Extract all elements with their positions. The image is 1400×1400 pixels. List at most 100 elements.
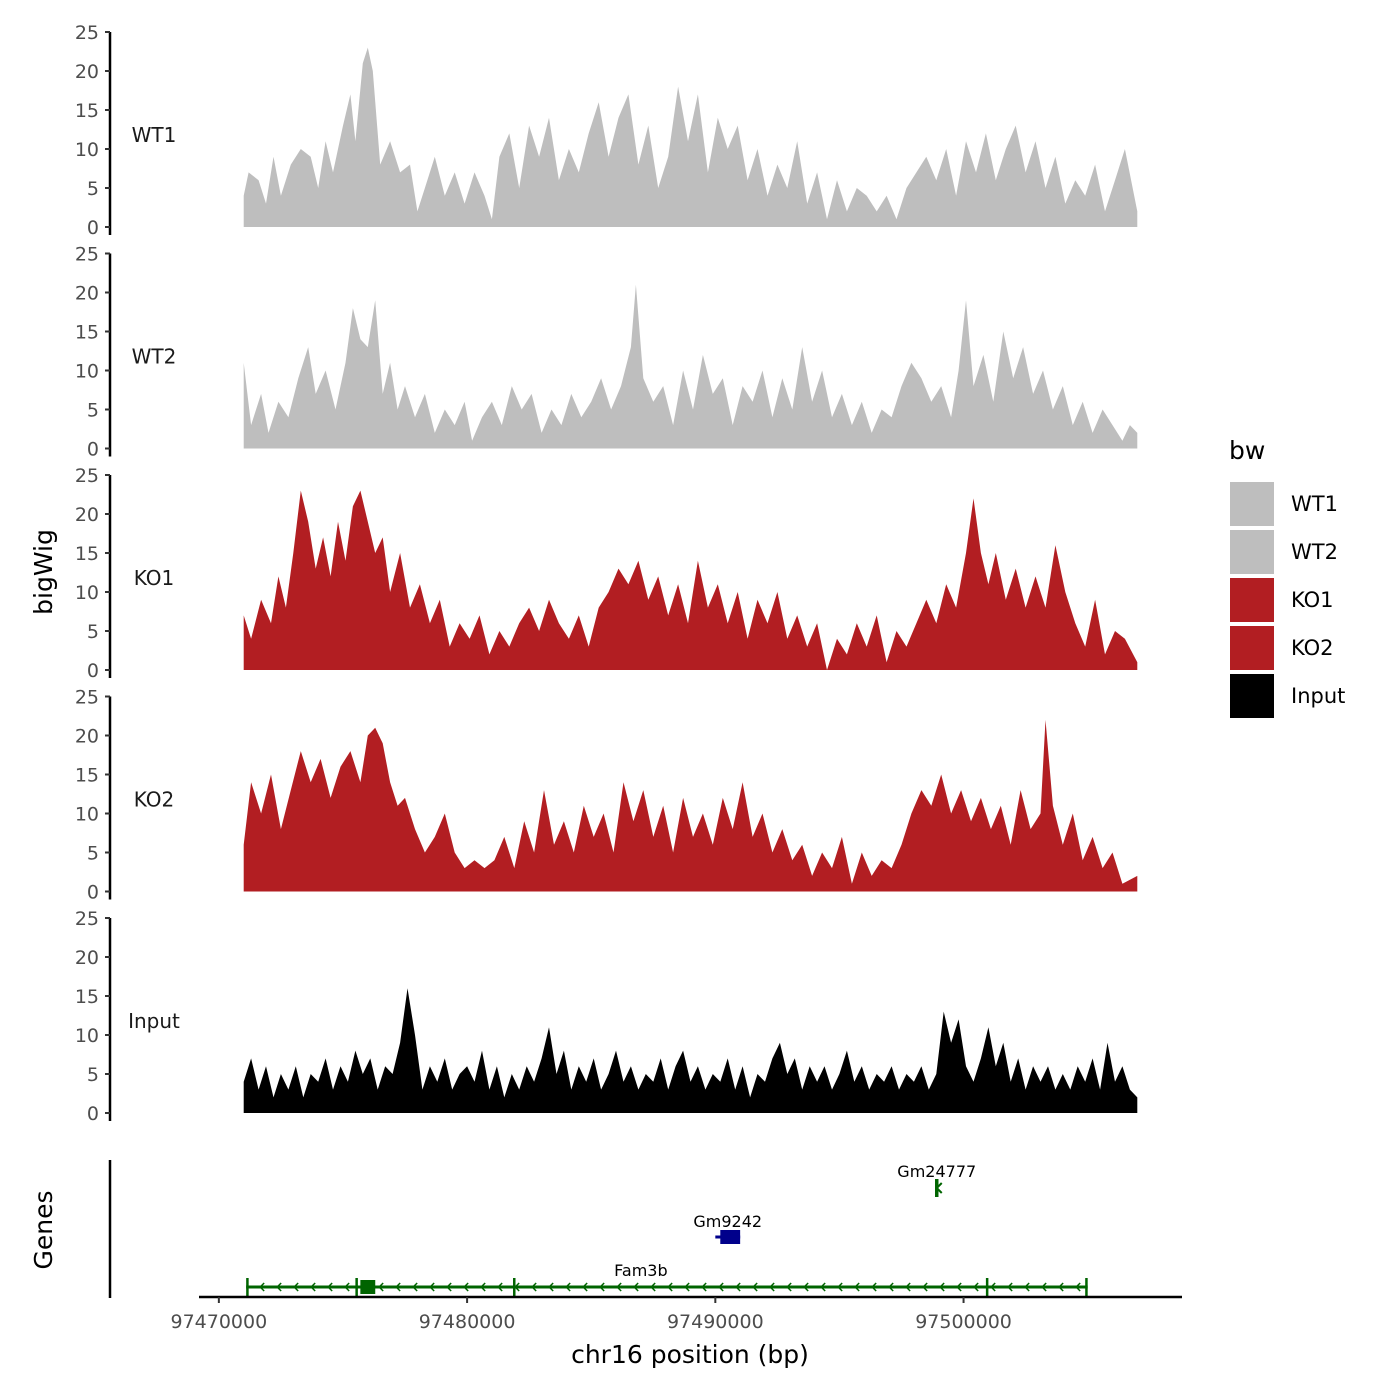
strand-arrow xyxy=(378,1282,384,1292)
strand-arrow xyxy=(531,1282,537,1292)
strand-arrow xyxy=(888,1282,894,1292)
y-tick-label: 0 xyxy=(87,660,99,682)
legend-swatch-wt1 xyxy=(1228,480,1276,528)
y-tick-label: 20 xyxy=(75,283,99,305)
strand-arrow xyxy=(922,1282,928,1292)
strand-arrow xyxy=(1075,1282,1081,1292)
exon xyxy=(1085,1278,1088,1296)
gene-label: Fam3b xyxy=(614,1261,667,1280)
y-tick-label: 5 xyxy=(87,178,99,200)
strand-arrow xyxy=(1041,1282,1047,1292)
exon xyxy=(985,1278,989,1296)
gene-track: Fam3b Gm9242 Gm24777 xyxy=(108,1160,1088,1298)
strand-arrow xyxy=(1007,1282,1013,1292)
y-tick-label: 5 xyxy=(87,1064,99,1086)
strand-arrow xyxy=(327,1282,333,1292)
exon xyxy=(355,1278,358,1296)
y-tick-label: 20 xyxy=(75,61,99,83)
legend-swatch-wt2 xyxy=(1228,528,1276,576)
legend-swatch-input xyxy=(1228,672,1276,720)
track-label-ko1: KO1 xyxy=(134,566,175,590)
genes-axis-title: Genes xyxy=(29,1190,58,1269)
gene-gm24777: Gm24777 xyxy=(897,1162,976,1197)
legend-label-wt1: WT1 xyxy=(1291,492,1338,516)
y-tick-label: 10 xyxy=(75,804,99,826)
y-tick-label: 0 xyxy=(87,882,99,904)
y-tick-label: 15 xyxy=(75,322,99,344)
signal-area-wt2 xyxy=(243,284,1138,449)
y-tick-label: 15 xyxy=(75,543,99,565)
strand-arrow xyxy=(429,1282,435,1292)
strand-arrow xyxy=(1024,1282,1030,1292)
y-tick-label: 25 xyxy=(75,465,99,487)
track-label-wt2: WT2 xyxy=(132,345,177,369)
track-label-wt1: WT1 xyxy=(132,123,177,147)
y-tick-label: 10 xyxy=(75,582,99,604)
strand-arrow xyxy=(446,1282,452,1292)
strand-arrow xyxy=(735,1282,741,1292)
exon xyxy=(513,1278,516,1296)
signal-area-ko1 xyxy=(243,490,1138,670)
legend-swatch-ko1 xyxy=(1228,576,1276,624)
y-tick-label: 25 xyxy=(75,22,99,44)
gene-label: Gm24777 xyxy=(897,1162,976,1181)
y-tick-label: 5 xyxy=(87,843,99,865)
strand-arrow xyxy=(276,1282,282,1292)
x-tick-label: 97500000 xyxy=(915,1311,1012,1333)
gene-gm9242: Gm9242 xyxy=(693,1212,762,1244)
signal-area-wt1 xyxy=(243,47,1138,227)
strand-arrow xyxy=(820,1282,826,1292)
x-axis: 97470000 97480000 97490000 97500000 xyxy=(170,1295,1182,1333)
strand-arrow xyxy=(599,1282,605,1292)
exon xyxy=(720,1230,741,1244)
y-tick-label: 10 xyxy=(75,1025,99,1047)
y-tick-label: 15 xyxy=(75,100,99,122)
legend-label-wt2: WT2 xyxy=(1291,540,1338,564)
track-panel-ko1: 0 5 10 15 20 25 KO1 xyxy=(75,465,1138,682)
x-axis-title: chr16 position (bp) xyxy=(571,1340,809,1369)
legend: bw WT1 WT2 KO1 KO2 Input xyxy=(1228,436,1345,720)
strand-arrow xyxy=(990,1282,996,1292)
strand-arrow xyxy=(701,1282,707,1292)
strand-arrow xyxy=(752,1282,758,1292)
strand-arrow xyxy=(395,1282,401,1292)
strand-arrow xyxy=(956,1282,962,1292)
x-tick-label: 97480000 xyxy=(419,1311,516,1333)
y-tick-label: 10 xyxy=(75,139,99,161)
strand-arrow xyxy=(684,1282,690,1292)
y-tick-label: 20 xyxy=(75,726,99,748)
strand-arrow xyxy=(548,1282,554,1292)
y-axis-title: bigWig xyxy=(29,529,58,615)
signal-area-input xyxy=(243,988,1138,1113)
signal-tracks: 0 5 10 15 20 25 WT1 0 5 10 15 20 25 WT2 0 5 10 15 20 25 KO1 0… xyxy=(75,22,1138,1125)
x-tick-label: 97470000 xyxy=(170,1311,267,1333)
strand-arrow xyxy=(310,1282,316,1292)
strand-arrow xyxy=(905,1282,911,1292)
exon xyxy=(246,1278,249,1296)
strand-arrow xyxy=(718,1282,724,1292)
y-tick-label: 25 xyxy=(75,908,99,930)
strand-arrow xyxy=(786,1282,792,1292)
y-tick-label: 0 xyxy=(87,439,99,461)
strand-arrow xyxy=(650,1282,656,1292)
strand-arrow xyxy=(803,1282,809,1292)
exon xyxy=(360,1280,376,1294)
gene-label: Gm9242 xyxy=(693,1212,762,1231)
legend-swatch-ko2 xyxy=(1228,624,1276,672)
y-tick-label: 15 xyxy=(75,765,99,787)
strand-arrow xyxy=(497,1282,503,1292)
y-tick-label: 5 xyxy=(87,621,99,643)
x-tick-label: 97490000 xyxy=(667,1311,764,1333)
y-tick-label: 15 xyxy=(75,986,99,1008)
track-panel-ko2: 0 5 10 15 20 25 KO2 xyxy=(75,687,1138,904)
legend-label-ko2: KO2 xyxy=(1291,636,1334,660)
strand-arrow xyxy=(1058,1282,1064,1292)
y-tick-label: 0 xyxy=(87,1103,99,1125)
y-tick-label: 0 xyxy=(87,217,99,239)
y-tick-label: 25 xyxy=(75,244,99,266)
legend-label-input: Input xyxy=(1291,684,1345,708)
strand-arrow xyxy=(939,1282,945,1292)
strand-arrow xyxy=(582,1282,588,1292)
strand-arrow xyxy=(565,1282,571,1292)
